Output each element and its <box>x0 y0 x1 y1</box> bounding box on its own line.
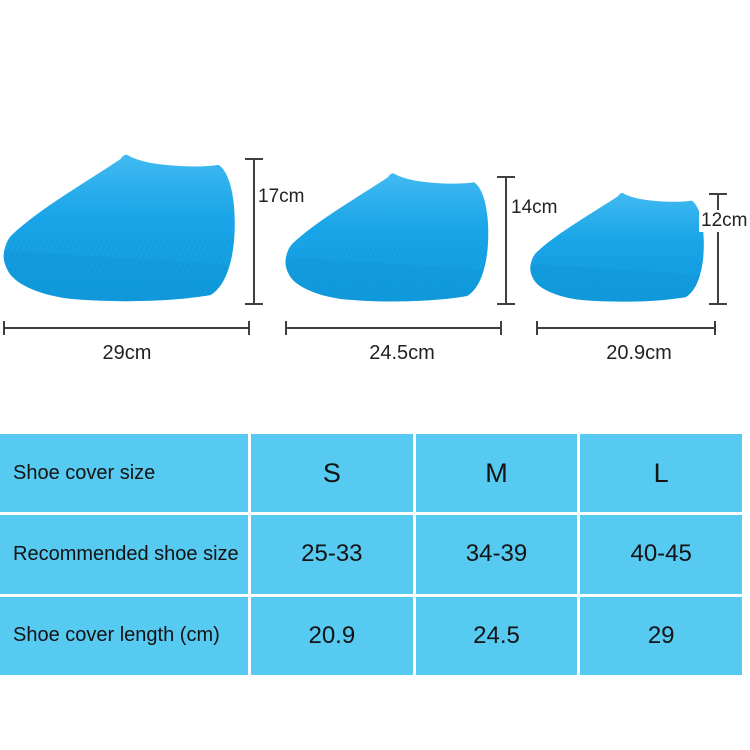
dimension-cap <box>714 321 716 335</box>
dimension-cap <box>709 193 727 195</box>
length-dimension-line-medium <box>285 321 502 335</box>
shoe-cover-small-graphic <box>530 193 704 302</box>
height-label-medium: 14cm <box>511 197 558 218</box>
cell-size-s: S <box>251 434 413 513</box>
dimension-cap <box>500 321 502 335</box>
row-label-recommended-shoe-size: Recommended shoe size <box>0 515 248 594</box>
height-dimension-line-medium <box>497 176 515 305</box>
cell-length-s: 20.9 <box>251 596 413 675</box>
dimension-cap <box>497 176 515 178</box>
cell-size-m: M <box>415 434 578 513</box>
row-label-shoe-cover-length: Shoe cover length (cm) <box>0 596 248 675</box>
dimension-cap <box>709 303 727 305</box>
shoe-cover-medium-image <box>284 171 499 303</box>
cell-recommended-s: 25-33 <box>251 515 413 594</box>
size-table: Shoe cover size S M L Recommended shoe s… <box>0 434 742 675</box>
cell-length-l: 29 <box>580 596 742 675</box>
length-label-medium: 24.5cm <box>369 342 435 364</box>
length-dimension-line-large <box>3 321 250 335</box>
dimension-cap <box>248 321 250 335</box>
row-label-shoe-cover-size: Shoe cover size <box>0 434 248 513</box>
shoe-cover-large-graphic <box>3 154 235 302</box>
height-dimension-line-small <box>709 193 727 305</box>
length-label-large: 29cm <box>102 342 152 364</box>
height-label-small: 12cm <box>699 210 750 232</box>
cell-recommended-l: 40-45 <box>580 515 742 594</box>
dimension-cap <box>245 303 263 305</box>
shoe-cover-small-image <box>529 191 713 303</box>
dimension-cap <box>497 303 515 305</box>
length-label-small: 20.9cm <box>606 342 672 364</box>
height-dimension-line-large <box>245 158 263 305</box>
dimension-cap <box>3 321 5 335</box>
length-dimension-line-small <box>536 321 716 335</box>
cell-length-m: 24.5 <box>415 596 578 675</box>
shoe-cover-medium-graphic <box>285 173 489 302</box>
height-label-large: 17cm <box>258 186 305 207</box>
shoe-cover-large-image <box>2 152 247 303</box>
cell-recommended-m: 34-39 <box>415 515 578 594</box>
dimension-cap <box>536 321 538 335</box>
dimension-cap <box>285 321 287 335</box>
dimension-cap <box>245 158 263 160</box>
cell-size-l: L <box>580 434 742 513</box>
